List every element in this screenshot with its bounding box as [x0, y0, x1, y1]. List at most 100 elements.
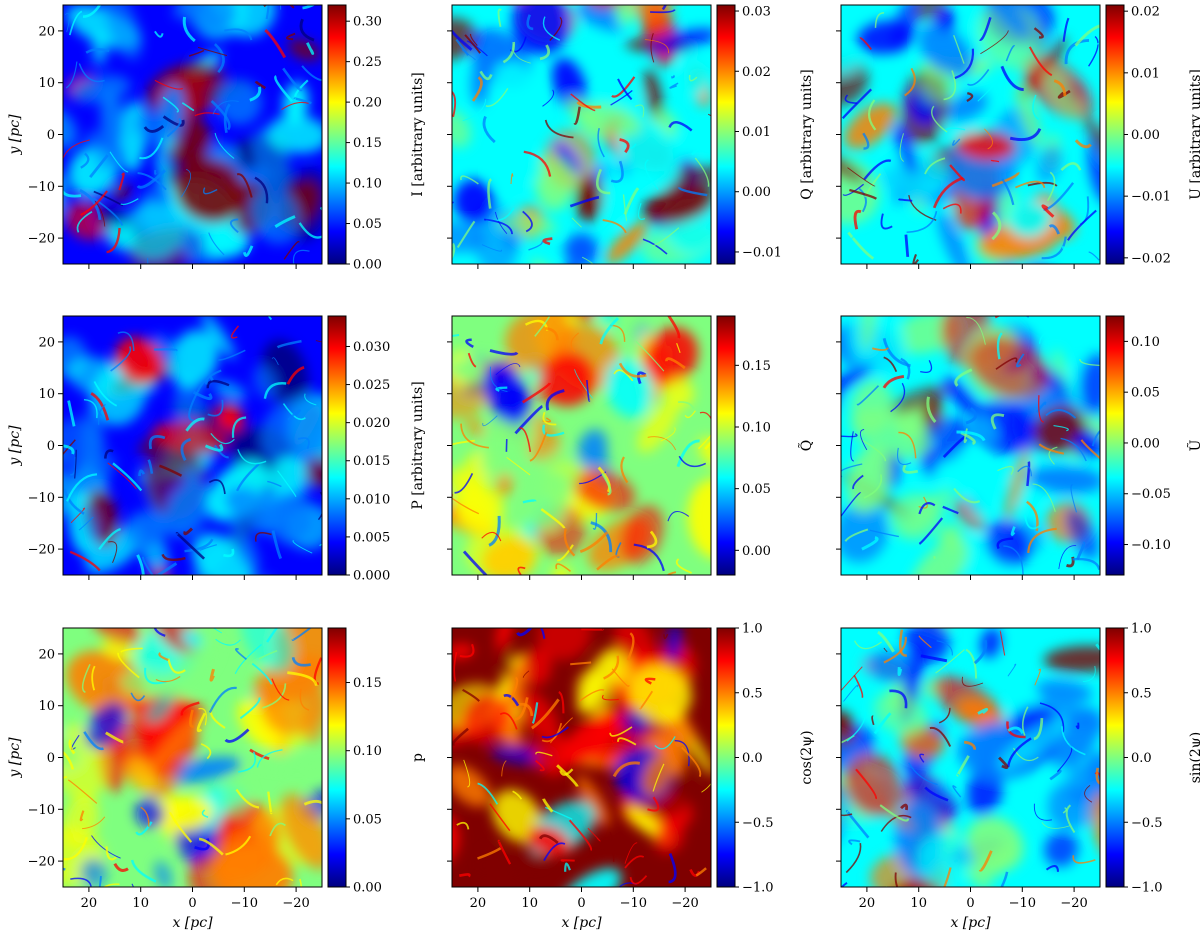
panel-9: 20 10 0 −10 −20 x [pc] −1.0 −0.5 0.0 0.5 1.0 sin(2ψ…: [836, 622, 1200, 931]
x-tick-label: −10: [1009, 896, 1036, 911]
colorbar: [1105, 4, 1125, 265]
colorbar-tick-label: 0.00: [742, 185, 771, 200]
x-tick-label: 20: [470, 896, 487, 911]
colorbar-label: sin(2ψ): [1188, 732, 1200, 784]
y-tick-label: 10: [38, 387, 55, 402]
colorbar-tick-label: 0.00: [1131, 436, 1160, 451]
x-tick-label: −20: [1060, 896, 1087, 911]
colorbar-tick-label: −1.0: [742, 881, 774, 896]
colorbar-tick-label: 0.00: [1131, 128, 1160, 143]
colorbar-tick-label: 0.0: [1131, 751, 1152, 766]
colorbar-tick-label: 0.015: [353, 454, 390, 469]
colorbar-tick-label: 0.10: [1131, 335, 1160, 350]
colorbar: [327, 627, 347, 888]
colorbar-tick-label: 0.025: [353, 378, 390, 393]
colorbar: [1105, 627, 1125, 888]
heatmap-image: [63, 316, 322, 575]
colorbar-tick-label: 0.030: [353, 340, 390, 355]
x-tick-label: 10: [521, 896, 538, 911]
heatmap-image: [841, 316, 1100, 575]
colorbar-tick-label: 0.05: [353, 217, 382, 232]
panel-8: 20 10 0 −10 −20 x [pc] −1.0 −0.5 0.0 0.5 1.0 cos(2ψ…: [447, 622, 815, 931]
colorbar-label: p: [410, 753, 426, 762]
colorbar: [716, 4, 736, 265]
panel-5: 0.00 0.05 0.10 0.15 Q̃: [447, 315, 815, 580]
colorbar-tick-label: −0.05: [1131, 487, 1171, 502]
panel-7: 20 10 0 −10 −20 −20 −10 0 10 20 y [pc] x [pc] 0.00 0.…: [7, 627, 426, 931]
x-tick-label: 20: [859, 896, 876, 911]
colorbar-tick-label: 0.02: [1131, 5, 1160, 20]
colorbar-tick-label: 0.02: [742, 65, 771, 80]
colorbar: [716, 315, 736, 576]
colorbar-tick-label: 0.01: [1131, 66, 1160, 81]
heatmap-image: [452, 5, 711, 264]
x-axis-label: x [pc]: [950, 915, 991, 931]
colorbar-tick-label: 0.00: [742, 544, 771, 559]
colorbar-tick-label: 0.10: [353, 744, 382, 759]
colorbar-tick-label: −0.10: [1131, 538, 1171, 553]
y-tick-label: −10: [28, 180, 55, 195]
colorbar-tick-label: 0.000: [353, 569, 390, 584]
colorbar-tick-label: −0.01: [1131, 190, 1171, 205]
x-tick-label: 10: [132, 896, 149, 911]
colorbar-tick-label: 0.30: [353, 15, 382, 30]
x-axis-label: x [pc]: [561, 915, 602, 931]
y-tick-label: −20: [28, 855, 55, 870]
y-axis-label: y [pc]: [7, 114, 23, 156]
y-tick-label: 20: [38, 335, 55, 350]
colorbar-tick-label: −1.0: [1131, 881, 1163, 896]
x-tick-label: 10: [910, 896, 927, 911]
colorbar-label: Q̃: [797, 440, 815, 451]
x-tick-label: −20: [671, 896, 698, 911]
colorbar-tick-label: 0.10: [353, 177, 382, 192]
colorbar-label: U [arbitrary units]: [1188, 69, 1200, 200]
colorbar-tick-label: 0.0: [742, 751, 763, 766]
y-tick-label: 0: [47, 439, 55, 454]
colorbar-tick-label: 0.010: [353, 492, 390, 507]
colorbar-tick-label: 0.5: [742, 686, 763, 701]
colorbar-label: I [arbitrary units]: [410, 72, 426, 196]
colorbar-tick-label: −0.5: [1131, 816, 1163, 831]
y-tick-label: 20: [38, 647, 55, 662]
colorbar-tick-label: 0.03: [742, 5, 771, 20]
colorbar-tick-label: 0.05: [742, 482, 771, 497]
colorbar-tick-label: 0.005: [353, 530, 390, 545]
x-tick-label: 0: [966, 896, 974, 911]
colorbar-label: P [arbitrary units]: [410, 381, 426, 509]
colorbar: [1105, 315, 1125, 576]
y-tick-label: −10: [28, 803, 55, 818]
colorbar-tick-label: 1.0: [1131, 622, 1152, 637]
panel-6: −0.10 −0.05 0.00 0.05 0.10 Ũ: [836, 315, 1200, 580]
colorbar: [327, 4, 347, 265]
heatmap-image: [841, 628, 1100, 887]
colorbar-tick-label: −0.5: [742, 816, 774, 831]
panel-2: −0.01 0.00 0.01 0.02 0.03 Q [arbitrary units]: [447, 4, 815, 269]
colorbar: [716, 627, 736, 888]
heatmap-image: [452, 628, 711, 887]
y-axis-label: y [pc]: [7, 425, 23, 467]
y-tick-label: 0: [47, 128, 55, 143]
x-tick-label: 20: [81, 896, 98, 911]
colorbar-tick-label: 0.15: [353, 676, 382, 691]
x-tick-label: −20: [282, 896, 309, 911]
heatmap-image: [452, 316, 711, 575]
colorbar-tick-label: 1.0: [742, 622, 763, 637]
colorbar-tick-label: 0.00: [353, 881, 382, 896]
heatmap-image: [841, 5, 1100, 264]
panel-4: −20 −10 0 10 20 y [pc] 0.000 0.005 0.010 0.015 0.0…: [7, 315, 426, 584]
y-tick-label: −20: [28, 232, 55, 247]
panel-3: −0.02 −0.01 0.00 0.01 0.02 U [arbitrary units…: [836, 4, 1200, 269]
y-tick-label: −20: [28, 543, 55, 558]
colorbar-tick-label: 0.05: [353, 812, 382, 827]
colorbar-tick-label: 0.5: [1131, 686, 1152, 701]
x-tick-label: −10: [620, 896, 647, 911]
colorbar-tick-label: 0.00: [353, 258, 382, 273]
x-tick-label: 0: [188, 896, 196, 911]
colorbar-label: cos(2ψ): [799, 730, 815, 784]
colorbar-tick-label: 0.020: [353, 416, 390, 431]
x-tick-label: −10: [231, 896, 258, 911]
colorbar-tick-label: 0.10: [742, 421, 771, 436]
colorbar: [327, 315, 347, 576]
y-tick-label: −10: [28, 491, 55, 506]
